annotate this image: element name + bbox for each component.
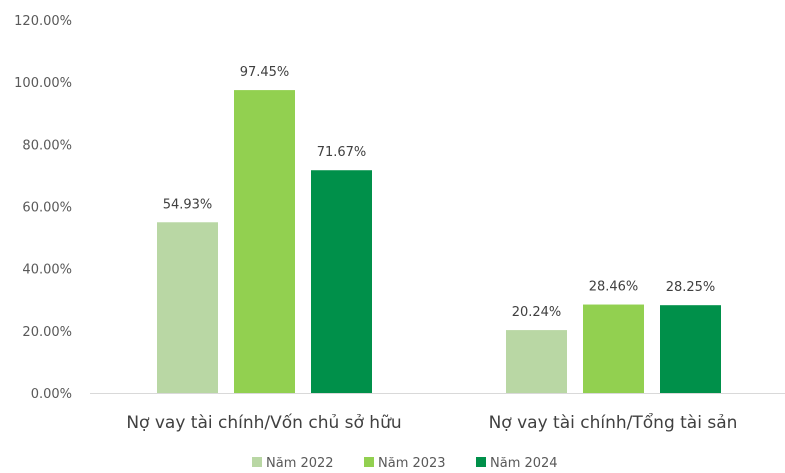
bar	[660, 305, 721, 393]
legend-swatch	[476, 457, 486, 467]
y-tick-label: 120.00%	[14, 14, 72, 29]
bar	[583, 304, 644, 393]
legend-swatch	[252, 457, 262, 467]
data-label: 97.45%	[240, 65, 290, 80]
y-tick-label: 0.00%	[31, 387, 72, 402]
legend: Năm 2022 Năm 2023 Năm 2024	[252, 456, 558, 471]
legend-swatch	[364, 457, 374, 467]
data-labels: 54.93% 20.24% 97.45% 28.46% 71.67% 28.25%	[163, 65, 716, 320]
data-label: 28.46%	[589, 280, 639, 295]
legend-label: Năm 2024	[490, 456, 558, 471]
bars	[157, 90, 721, 393]
y-tick-label: 60.00%	[22, 201, 72, 216]
x-category-label: Nợ vay tài chính/Tổng tài sản	[489, 412, 738, 433]
bar	[506, 330, 567, 393]
x-axis-categories: Nợ vay tài chính/Vốn chủ sở hữu Nợ vay tà…	[126, 412, 737, 433]
bar	[157, 222, 218, 393]
data-label: 20.24%	[512, 305, 562, 320]
y-tick-label: 100.00%	[14, 76, 72, 91]
data-label: 71.67%	[317, 145, 367, 160]
legend-label: Năm 2022	[266, 456, 334, 471]
bar	[234, 90, 295, 393]
y-tick-label: 20.00%	[22, 325, 72, 340]
y-tick-label: 80.00%	[22, 138, 72, 153]
y-tick-label: 40.00%	[22, 263, 72, 278]
data-label: 28.25%	[666, 280, 716, 295]
legend-label: Năm 2023	[378, 456, 446, 471]
bar	[311, 170, 372, 393]
x-category-label: Nợ vay tài chính/Vốn chủ sở hữu	[126, 412, 401, 433]
y-axis: 0.00% 20.00% 40.00% 60.00% 80.00% 100.00% 120.…	[14, 14, 72, 402]
data-label: 54.93%	[163, 197, 213, 212]
